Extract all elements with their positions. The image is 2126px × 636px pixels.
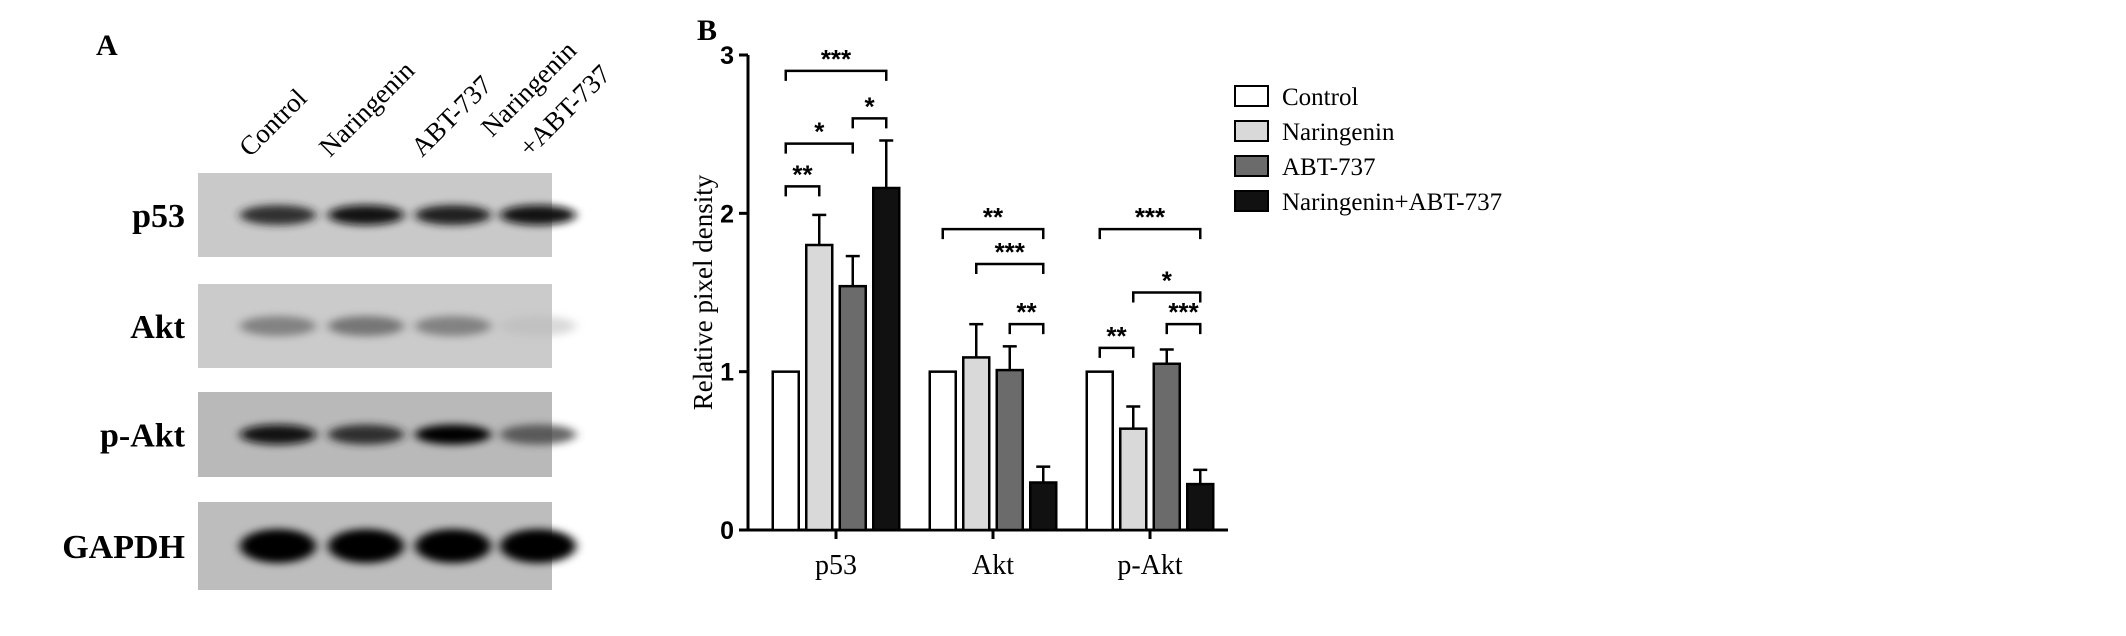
significance-label: *** (1168, 297, 1199, 327)
significance-bracket (784, 185, 821, 197)
significance-bracket (1132, 291, 1202, 303)
protein-band (500, 529, 576, 563)
y-tick-label: 3 (720, 42, 734, 70)
significance-label: ** (792, 159, 813, 189)
bar-naringenin (805, 243, 834, 532)
protein-band (500, 424, 576, 445)
legend-swatch (1234, 190, 1269, 212)
significance-label: *** (995, 237, 1026, 267)
protein-band (415, 316, 491, 336)
protein-band (328, 316, 404, 336)
y-tick-label: 1 (720, 359, 734, 387)
significance-bracket (784, 142, 854, 154)
significance-bracket (1165, 322, 1202, 335)
legend-swatch (1234, 120, 1269, 142)
significance-bracket (784, 69, 888, 81)
bar-abt-737 (995, 368, 1024, 532)
significance-bracket (975, 262, 1045, 274)
y-tick-label: 2 (720, 200, 734, 228)
bar-naringenin (962, 356, 991, 532)
x-tick-label: p-Akt (1117, 550, 1183, 581)
x-tick-label: p53 (815, 550, 857, 581)
legend-label: Naringenin+ABT-737 (1282, 189, 1502, 216)
panel-b-label: B (697, 14, 717, 47)
bar-naringenin-abt-737 (1186, 482, 1215, 532)
bar-control (771, 370, 800, 532)
significance-label: * (864, 91, 875, 121)
protein-band (240, 316, 316, 336)
y-axis-label: Relative pixel density (688, 174, 718, 410)
lane-label: Naringenin (313, 55, 420, 162)
bar-control (928, 370, 957, 532)
significance-bracket (1008, 322, 1045, 335)
bar-naringenin-abt-737 (1029, 481, 1058, 532)
bar-naringenin (1119, 427, 1148, 532)
legend-label: ABT-737 (1282, 154, 1376, 181)
protein-band (328, 529, 404, 563)
protein-band (500, 316, 576, 336)
significance-bracket (851, 117, 888, 129)
blot-row-label: p-Akt (100, 418, 186, 455)
y-tick-label: 0 (720, 517, 734, 545)
significance-label: * (814, 117, 825, 147)
legend-label: Control (1282, 84, 1358, 111)
western-blot: Control NaringeninABT-737Naringenin+ABT-7… (62, 35, 616, 590)
bar-naringenin-abt-737 (872, 186, 901, 532)
panel-a-label: A (96, 29, 118, 62)
significance-bracket (1098, 346, 1135, 358)
lane-label: Control (233, 83, 313, 163)
significance-bracket (1098, 227, 1202, 240)
protein-band (500, 205, 576, 225)
protein-band (328, 205, 404, 225)
significance-label: *** (821, 44, 852, 74)
significance-label: ** (1106, 321, 1127, 351)
protein-band (328, 424, 404, 445)
significance-label: ** (983, 202, 1004, 232)
bar-abt-737 (838, 284, 867, 532)
protein-band (415, 424, 491, 445)
x-tick-label: Akt (972, 550, 1014, 581)
bar-control (1085, 370, 1114, 532)
bar-abt-737 (1152, 362, 1181, 532)
blot-row-label: p53 (132, 198, 185, 235)
blot-row-label: GAPDH (62, 529, 185, 566)
protein-band (240, 529, 316, 563)
protein-band (240, 205, 316, 225)
significance-label: ** (1016, 297, 1037, 327)
legend-swatch (1234, 85, 1269, 107)
protein-band (415, 205, 491, 225)
protein-band (240, 424, 316, 445)
significance-label: * (1162, 266, 1173, 296)
significance-label: *** (1135, 202, 1166, 232)
significance-bracket (941, 227, 1045, 240)
legend-swatch (1234, 155, 1269, 177)
legend-label: Naringenin (1282, 119, 1395, 146)
blot-row-label: Akt (130, 309, 185, 346)
protein-band (415, 529, 491, 563)
